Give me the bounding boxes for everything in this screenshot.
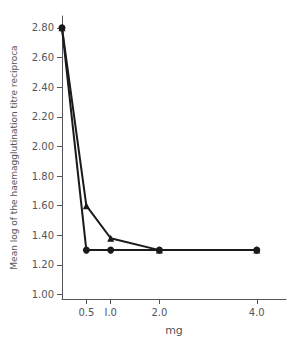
svg-text:I.0: I.0 [104, 307, 117, 318]
svg-text:1.80: 1.80 [32, 171, 54, 182]
svg-text:1.20: 1.20 [32, 259, 54, 270]
svg-text:2.20: 2.20 [32, 111, 54, 122]
svg-text:2.0: 2.0 [151, 307, 167, 318]
svg-text:1.00: 1.00 [32, 289, 54, 300]
svg-text:2.40: 2.40 [32, 82, 54, 93]
svg-text:1.40: 1.40 [32, 230, 54, 241]
svg-text:0.5: 0.5 [78, 307, 94, 318]
svg-text:4.0: 4.0 [249, 307, 265, 318]
svg-text:2.00: 2.00 [32, 141, 54, 152]
svg-text:2.60: 2.60 [32, 52, 54, 63]
svg-text:Mean log of the haemagglutinat: Mean log of the haemagglutination titre … [9, 45, 19, 269]
svg-text:mg: mg [165, 324, 183, 337]
svg-text:2.80: 2.80 [32, 22, 54, 33]
svg-text:1.60: 1.60 [32, 200, 54, 211]
